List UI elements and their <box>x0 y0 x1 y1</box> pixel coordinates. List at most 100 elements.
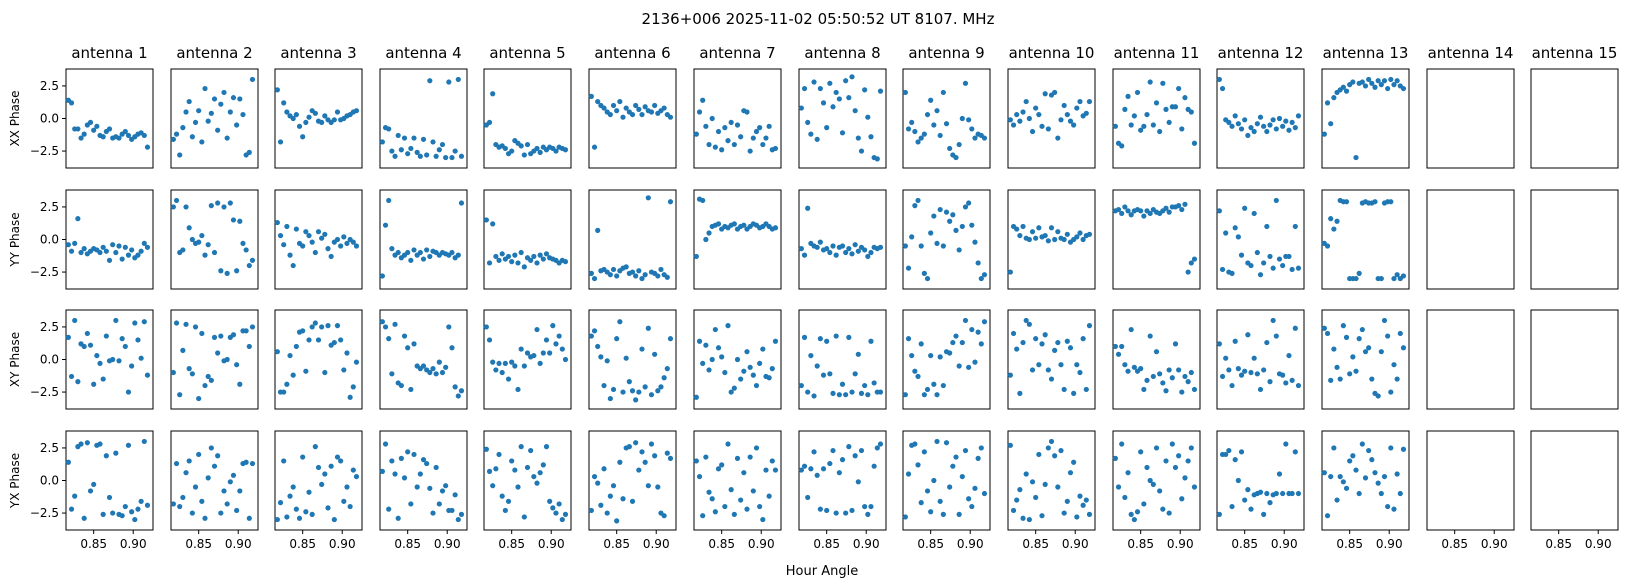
data-point <box>65 334 71 340</box>
data-point <box>319 481 325 488</box>
data-point <box>664 366 670 372</box>
data-point <box>1045 126 1051 132</box>
axes-frame <box>483 309 572 410</box>
data-point <box>972 135 978 141</box>
data-point <box>509 458 515 464</box>
data-point <box>833 510 839 516</box>
axes-frame <box>1530 430 1619 531</box>
data-point <box>915 197 921 204</box>
data-point <box>277 232 284 239</box>
data-point <box>805 119 811 126</box>
data-point <box>379 319 385 325</box>
x-tick-label: 0.85 <box>1336 537 1363 551</box>
subplot <box>588 68 677 169</box>
data-point <box>966 117 972 123</box>
data-point <box>78 135 84 141</box>
data-point <box>211 334 218 340</box>
x-tick-label: 0.85 <box>1545 537 1572 551</box>
data-point <box>969 222 975 228</box>
data-point <box>325 505 331 511</box>
data-point <box>199 232 205 239</box>
data-point <box>392 321 398 327</box>
axes-frame <box>1216 430 1305 531</box>
data-point <box>186 98 192 105</box>
subplot-title: antenna 3 <box>280 44 356 62</box>
data-point <box>715 128 722 135</box>
data-point <box>607 493 613 499</box>
data-point <box>129 247 135 253</box>
data-point <box>1289 119 1295 126</box>
subplot <box>1426 309 1515 410</box>
data-point <box>1010 507 1017 514</box>
data-point <box>664 450 670 456</box>
data-point <box>633 102 639 109</box>
data-point <box>1257 114 1264 120</box>
data-point <box>202 515 208 521</box>
data-point <box>757 125 763 131</box>
data-point <box>246 343 252 350</box>
data-point <box>1074 362 1080 368</box>
data-point <box>1086 511 1093 517</box>
data-point <box>344 240 350 247</box>
data-point <box>760 346 766 352</box>
data-point <box>78 249 84 256</box>
subplot: 2.5 0.0 −2.5 0.85 0.90 <box>30 430 154 551</box>
data-point <box>68 248 75 254</box>
data-point <box>943 121 950 127</box>
data-point <box>100 134 106 140</box>
data-point <box>300 454 306 460</box>
data-point <box>1267 253 1273 260</box>
data-point <box>1119 210 1125 217</box>
data-point <box>331 117 337 123</box>
data-point <box>734 455 741 461</box>
data-point <box>1026 236 1032 243</box>
data-point <box>192 324 199 330</box>
data-point <box>921 270 927 276</box>
axes-frame <box>1007 430 1096 531</box>
data-point <box>331 339 337 346</box>
data-point <box>84 330 90 337</box>
data-point <box>731 221 737 227</box>
data-point <box>661 105 667 111</box>
data-point <box>1295 265 1302 271</box>
data-point <box>921 131 927 137</box>
data-point <box>524 464 531 471</box>
data-point <box>389 148 395 154</box>
data-point <box>1223 355 1229 361</box>
data-point <box>170 369 176 376</box>
data-point <box>645 325 651 331</box>
data-point <box>620 496 626 502</box>
axes-frame <box>65 430 154 531</box>
data-point <box>937 132 943 139</box>
data-point <box>617 459 623 465</box>
data-point <box>830 104 836 110</box>
data-point <box>645 195 651 201</box>
data-point <box>1020 223 1026 230</box>
data-point <box>712 509 718 515</box>
data-point <box>290 372 296 378</box>
axes-frame <box>798 430 887 531</box>
data-point <box>728 487 734 493</box>
data-point <box>846 444 852 450</box>
subplot-title: antenna 10 <box>1009 44 1095 62</box>
data-point <box>601 466 607 472</box>
data-point <box>215 453 221 459</box>
data-point <box>401 475 408 481</box>
data-point <box>455 393 461 399</box>
data-point <box>68 100 75 106</box>
data-point <box>760 141 766 148</box>
data-point <box>1064 498 1070 504</box>
data-point <box>947 350 953 356</box>
data-point <box>183 109 189 115</box>
data-point <box>1131 364 1137 370</box>
data-point <box>940 243 946 249</box>
data-point <box>1083 386 1089 393</box>
data-point <box>715 345 722 351</box>
data-point <box>496 360 502 367</box>
data-point <box>141 240 147 247</box>
data-point <box>1074 514 1080 520</box>
data-point <box>706 367 712 373</box>
data-point <box>199 139 205 145</box>
data-point <box>1324 100 1331 106</box>
data-point <box>1150 481 1156 488</box>
